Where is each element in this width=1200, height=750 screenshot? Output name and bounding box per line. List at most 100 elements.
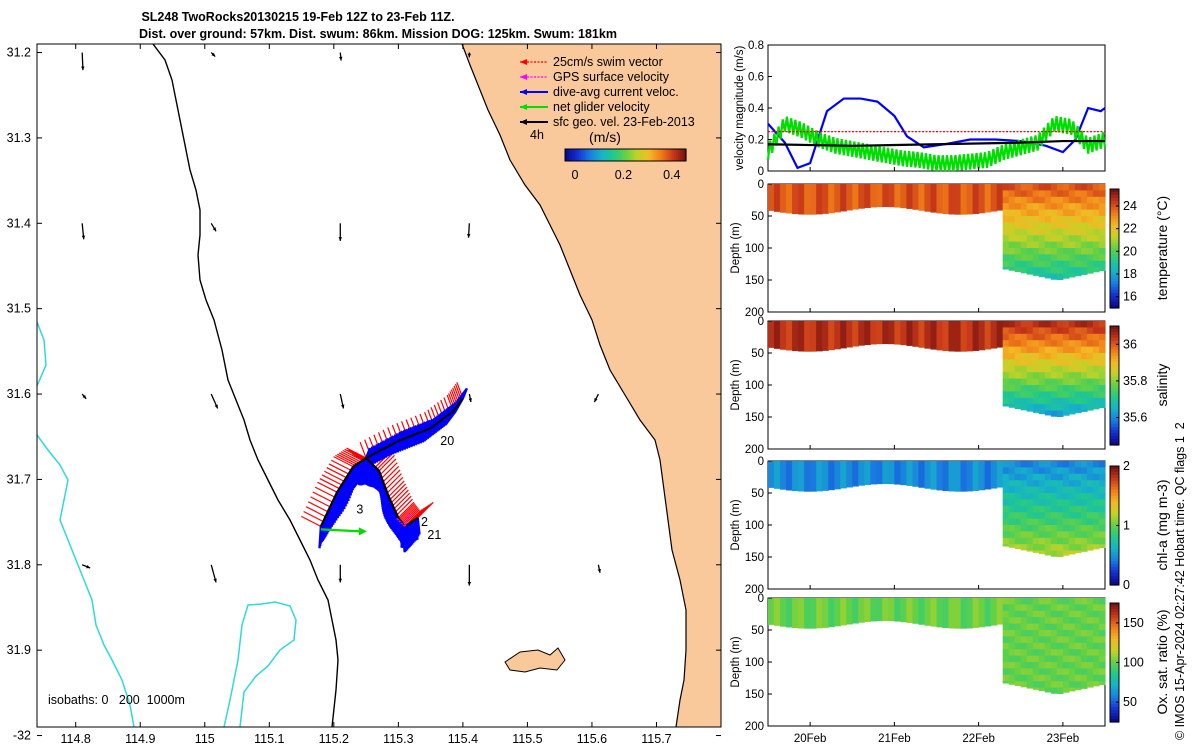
section-cell (1032, 241, 1040, 249)
section-cell (1092, 662, 1100, 669)
section-colorbar-swatch (1110, 281, 1119, 285)
section-cell (1044, 623, 1052, 631)
section-cell (1074, 327, 1082, 335)
section-cell (1026, 391, 1034, 399)
section-cell (1080, 467, 1088, 475)
section-cell (1002, 642, 1010, 650)
map-x-tick-label: 115.2 (319, 732, 349, 746)
dive-avg-vector (345, 477, 349, 500)
section-cell (1056, 327, 1064, 335)
map-x-tick-label: 114.8 (61, 732, 91, 746)
section-cell (1008, 473, 1016, 481)
section-cell (1002, 649, 1010, 657)
section-cell (1086, 391, 1094, 399)
section-cell (1032, 610, 1040, 618)
section-cell (1062, 196, 1070, 204)
section-cell (1098, 505, 1106, 513)
section-cell (1044, 473, 1052, 481)
section-cell (1062, 397, 1070, 405)
section-x-tick-label: 22Feb (962, 733, 995, 745)
section-cell (1008, 486, 1016, 494)
section-cell (996, 321, 1004, 348)
dive-avg-vector (405, 433, 416, 450)
geo-vector-head (82, 394, 87, 399)
section-cell (1062, 662, 1070, 669)
map-colorbar-swatch (647, 149, 651, 161)
section-cell (1026, 655, 1034, 663)
section-cell (1080, 630, 1088, 637)
section-cell (1074, 397, 1082, 405)
section-cell (1068, 184, 1076, 191)
section-cell (852, 598, 859, 624)
section-cell (834, 184, 841, 213)
map-colorbar-swatch (641, 149, 645, 161)
dive-avg-vector (382, 444, 393, 460)
map-colorbar-swatch (577, 149, 580, 161)
section-cell (1020, 461, 1028, 468)
section-cell (816, 598, 823, 629)
section-cell (1026, 228, 1034, 236)
map-x-tick-label: 115.3 (383, 732, 413, 746)
section-colorbar-swatch (1110, 242, 1119, 247)
section-cell (1026, 636, 1034, 644)
section-cell (1026, 203, 1034, 211)
section-cell (1074, 321, 1082, 328)
dive-avg-vector (412, 431, 423, 447)
section-cell (1080, 196, 1088, 204)
section-cell (1038, 499, 1046, 507)
coastline (461, 44, 687, 727)
section-colorbar-swatch (1110, 576, 1119, 580)
section-cell (1098, 385, 1106, 392)
section-colorbar-swatch (1110, 614, 1119, 619)
section-cell (1074, 190, 1082, 198)
section-cell (1032, 499, 1040, 507)
section-cell (1044, 353, 1052, 360)
section-cell (1038, 327, 1046, 335)
section-cell (1050, 196, 1058, 204)
section-colorbar-swatch (1110, 611, 1119, 616)
section-cell (1002, 404, 1010, 407)
section-colorbar-swatch (1110, 296, 1119, 300)
section-colorbar-swatch (1110, 361, 1119, 366)
section-cell (882, 321, 889, 345)
section-cell (1080, 359, 1088, 367)
section-cell (1008, 610, 1016, 618)
map-x-tick-label: 114.9 (125, 732, 155, 746)
section-cell (1080, 636, 1088, 644)
section-cell (1050, 493, 1058, 500)
section-cell (1080, 480, 1088, 488)
map-colorbar-swatch (651, 149, 655, 161)
section-cell (1020, 321, 1028, 328)
section-cell (996, 461, 1004, 488)
section-cell (1050, 467, 1058, 475)
section-cell (1068, 598, 1076, 605)
dive-avg-vector (387, 441, 398, 457)
section-cell (1080, 486, 1088, 494)
section-cell (1020, 248, 1028, 255)
section-cell (1008, 209, 1016, 217)
map-colorbar-swatch (573, 149, 576, 161)
section-cell (1008, 190, 1016, 198)
section-cell (1020, 480, 1028, 488)
section-colorbar-swatch (1110, 513, 1119, 518)
section-cell (1086, 604, 1094, 612)
section-cell (1080, 254, 1088, 262)
section-cell (1020, 649, 1028, 657)
section-colorbar-swatch (1110, 647, 1119, 652)
section-cell (870, 598, 877, 622)
section-cell (1002, 260, 1010, 268)
section-cell (1008, 203, 1016, 211)
section-cell (954, 598, 962, 629)
section-cell (1044, 385, 1052, 392)
map-colorbar-swatch (681, 149, 685, 161)
section-cell (1044, 267, 1052, 275)
section-cell (1032, 222, 1040, 230)
section-cell (1068, 267, 1076, 275)
section-colorbar-swatch (1110, 424, 1119, 428)
section-cell (1080, 397, 1088, 405)
section-cell (1026, 260, 1034, 268)
section-cell (1086, 617, 1094, 625)
section-cell (1086, 649, 1094, 657)
section-cell (882, 598, 889, 622)
